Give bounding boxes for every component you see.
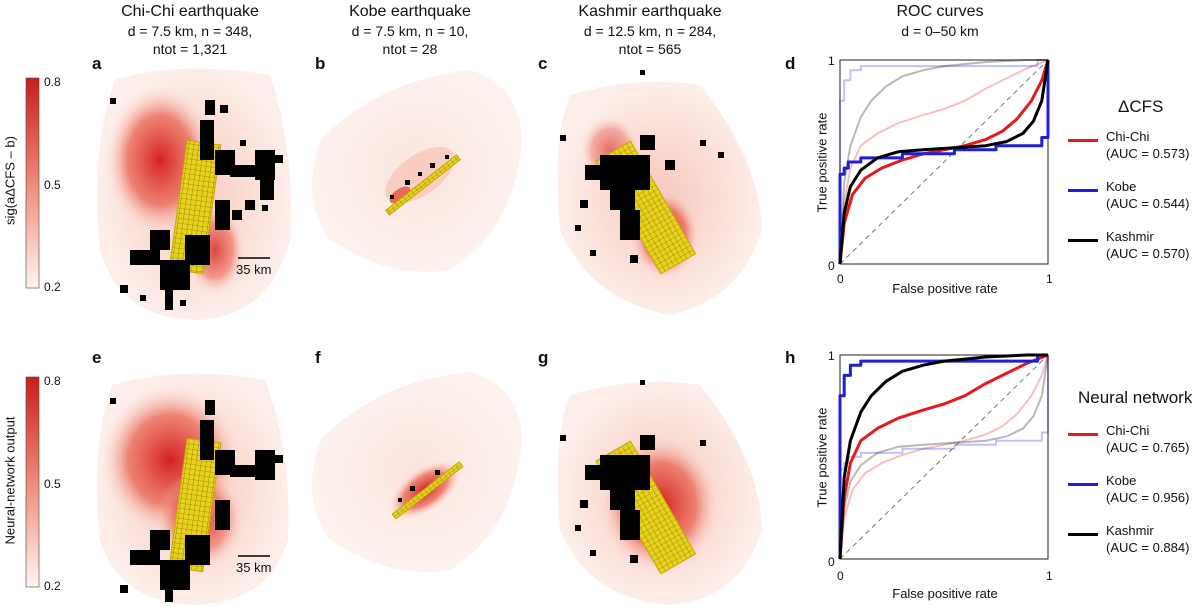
colorbars	[25, 77, 40, 588]
roc-chart-dcfs	[838, 59, 1050, 265]
map-kobe-nn	[312, 372, 522, 572]
legend-label-kobe-dcfs: Kobe (AUC = 0.544)	[1106, 179, 1190, 211]
col-sub2-chichi: ntot = 1,321	[152, 41, 228, 57]
roc-h-xtick-0: 0	[837, 569, 844, 583]
roc-d-line-kashmir	[838, 59, 1050, 265]
roc-h-ytick-0: 0	[828, 555, 835, 569]
map-kobe-dcfs	[312, 70, 522, 272]
roc-d-xtick-0: 0	[837, 272, 844, 286]
legend-label-chichi-nn: Chi-Chi (AUC = 0.765)	[1106, 423, 1190, 455]
roc-d-ghost-kobe	[839, 59, 1048, 264]
col-sub2-kobe: ntot = 28	[382, 41, 438, 57]
col-sub1-kobe: d = 7.5 km, n = 10,	[351, 23, 469, 39]
roc-h-ghost-kashmir	[839, 354, 1049, 560]
colorbar-top-tick-min: 0.2	[44, 280, 61, 294]
roc-d-ytick-0: 0	[828, 259, 835, 273]
legend-line-kashmir-dcfs	[1068, 239, 1098, 242]
panel-letter-d: d	[785, 54, 796, 73]
col-sub2-kashmir: ntot = 565	[618, 41, 682, 57]
panel-letter-g: g	[538, 348, 549, 367]
colorbar-bottom-tick-mid: 0.5	[44, 477, 61, 491]
roc-h-diagonal	[839, 354, 1049, 560]
legend-label-chichi-dcfs: Chi-Chi (AUC = 0.573)	[1106, 129, 1190, 161]
roc-h-ghost-kobe	[839, 355, 1049, 559]
colorbar-top-tick-max: 0.8	[44, 75, 61, 89]
roc-h-line-kobe	[838, 353, 1048, 559]
scale-bar-label-top: 35 km	[236, 262, 272, 277]
roc-h-xtick-1: 1	[1046, 569, 1053, 583]
legend-label-kashmir-dcfs: Kashmir (AUC = 0.570)	[1106, 229, 1190, 261]
legend-line-kashmir-nn	[1068, 533, 1098, 536]
legend-title-dcfs: ΔCFS	[1118, 97, 1164, 116]
legend-line-chichi-nn	[1068, 433, 1098, 436]
roc-d-ghost-chichi	[839, 59, 1049, 265]
map-chichi-dcfs	[97, 68, 291, 320]
legend-line-chichi-dcfs	[1068, 139, 1098, 142]
roc-h-xlabel: False positive rate	[892, 586, 998, 601]
legend-label-kobe-nn: Kobe (AUC = 0.956)	[1106, 473, 1190, 505]
roc-d-diagonal	[839, 59, 1049, 265]
colorbar-bottom	[25, 376, 40, 588]
panel-letter-h: h	[785, 348, 796, 367]
roc-h-line-chichi	[838, 353, 1049, 560]
colorbar-top	[25, 77, 40, 289]
panel-letter-e: e	[92, 348, 102, 367]
map-kashmir-dcfs	[557, 70, 762, 316]
roc-d-ytick-1: 1	[828, 54, 835, 68]
roc-d-xtick-1: 1	[1046, 272, 1053, 286]
panel-letter-a: a	[92, 54, 102, 73]
map-panels	[96, 68, 762, 605]
roc-h-ylabel: True positive rate	[814, 407, 830, 508]
col-title-kashmir: Kashmir earthquake	[578, 3, 722, 20]
roc-h-ghost-chichi	[839, 354, 1049, 560]
panel-letter-c: c	[538, 54, 548, 73]
roc-d-ghost-kashmir	[839, 59, 1048, 265]
col-sub1-roc: d = 0–50 km	[901, 23, 979, 39]
colorbar-bottom-tick-min: 0.2	[44, 579, 61, 593]
legend-title-nn: Neural network	[1078, 388, 1193, 407]
roc-d-ylabel: True positive rate	[814, 112, 830, 213]
roc-chart-nn	[838, 353, 1049, 560]
map-kashmir-nn	[557, 380, 762, 605]
legend-line-kobe-dcfs	[1068, 189, 1098, 192]
colorbar-bottom-tick-max: 0.8	[44, 374, 61, 388]
scale-bar-label-bottom: 35 km	[236, 560, 272, 575]
roc-d-line-kobe	[838, 60, 1050, 264]
col-title-chichi: Chi-Chi earthquake	[121, 3, 259, 20]
col-sub1-kashmir: d = 12.5 km, n = 284,	[583, 23, 717, 39]
roc-h-ytick-1: 1	[828, 349, 835, 363]
roc-d-frame	[839, 59, 1049, 265]
col-sub1-chichi: d = 7.5 km, n = 348,	[127, 23, 253, 39]
panel-letter-f: f	[315, 348, 321, 367]
col-title-kobe: Kobe earthquake	[349, 3, 471, 20]
roc-h-line-kashmir	[838, 353, 1048, 560]
col-title-roc: ROC curves	[896, 3, 984, 20]
legend-label-kashmir-nn: Kashmir (AUC = 0.884)	[1106, 523, 1190, 555]
roc-d-xlabel: False positive rate	[892, 281, 998, 296]
legend-line-kobe-nn	[1068, 483, 1098, 486]
panel-letter-b: b	[315, 54, 326, 73]
colorbar-top-tick-mid: 0.5	[44, 178, 61, 192]
map-chichi-nn	[96, 373, 289, 605]
